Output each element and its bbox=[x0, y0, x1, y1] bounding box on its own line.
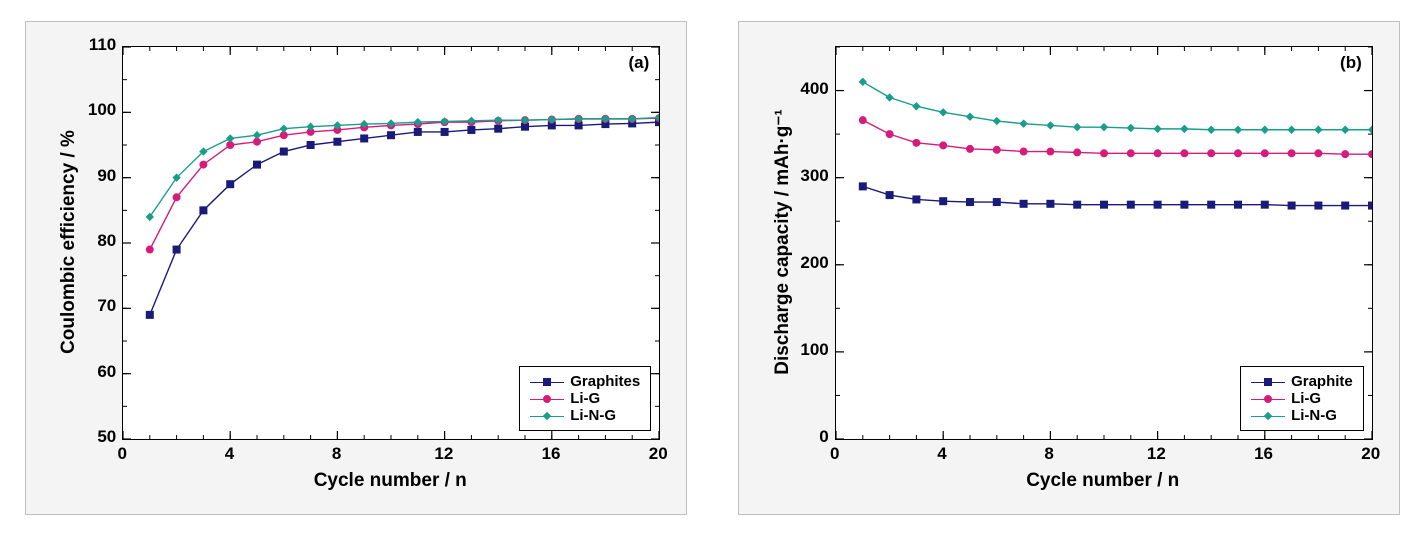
y-tick-label: 90 bbox=[97, 166, 116, 186]
legend-swatch bbox=[1251, 392, 1285, 406]
legend-item: Li-N-G bbox=[1251, 407, 1353, 424]
legend-item: Li-G bbox=[1251, 390, 1353, 407]
xlabel-a: Cycle number / n bbox=[122, 470, 658, 492]
y-tick-label: 0 bbox=[819, 427, 828, 447]
panel-tag-a: (a) bbox=[628, 53, 649, 73]
y-tick-label: 60 bbox=[97, 362, 116, 382]
x-tick-label: 20 bbox=[644, 444, 672, 464]
plot-area-a: (a) Graphites Li-G Li-N-G bbox=[122, 46, 660, 440]
y-tick-label: 50 bbox=[97, 427, 116, 447]
legend-item: Graphite bbox=[1251, 373, 1353, 390]
y-tick-label: 80 bbox=[97, 231, 116, 251]
legend-swatch bbox=[530, 375, 564, 389]
y-tick-label: 100 bbox=[88, 100, 116, 120]
y-tick-label: 100 bbox=[800, 340, 828, 360]
legend-label: Li-N-G bbox=[1291, 407, 1337, 424]
legend-item: Graphites bbox=[530, 373, 640, 390]
legend-a: Graphites Li-G Li-N-G bbox=[519, 366, 651, 431]
ylabel-a: Coulombic efficiency / % bbox=[58, 46, 80, 438]
legend-label: Graphite bbox=[1291, 373, 1353, 390]
x-tick-label: 12 bbox=[430, 444, 458, 464]
y-tick-label: 300 bbox=[800, 166, 828, 186]
legend-swatch bbox=[530, 392, 564, 406]
y-tick-label: 200 bbox=[800, 253, 828, 273]
legend-swatch bbox=[530, 409, 564, 423]
xlabel-b: Cycle number / n bbox=[835, 470, 1371, 492]
x-tick-label: 4 bbox=[215, 444, 243, 464]
panel-tag-b: (b) bbox=[1340, 53, 1362, 73]
x-tick-label: 8 bbox=[323, 444, 351, 464]
legend-b: Graphite Li-G Li-N-G bbox=[1240, 366, 1364, 431]
legend-label: Li-N-G bbox=[570, 407, 616, 424]
x-tick-label: 20 bbox=[1357, 444, 1385, 464]
plot-area-b: (b) Graphite Li-G Li-N-G bbox=[835, 46, 1373, 440]
legend-swatch bbox=[1251, 375, 1285, 389]
chart-panel-b: (b) Graphite Li-G Li-N-G 0 4 8 12 16 20 0 100 2… bbox=[738, 21, 1400, 515]
x-tick-label: 0 bbox=[821, 444, 849, 464]
legend-item: Li-N-G bbox=[530, 407, 640, 424]
x-tick-label: 12 bbox=[1142, 444, 1170, 464]
legend-label: Li-G bbox=[1291, 390, 1321, 407]
x-tick-label: 16 bbox=[1250, 444, 1278, 464]
y-tick-label: 110 bbox=[89, 35, 116, 55]
y-tick-label: 70 bbox=[97, 296, 116, 316]
ylabel-b: Discharge capacity / mAh·g⁻¹ bbox=[771, 46, 794, 438]
x-tick-label: 4 bbox=[928, 444, 956, 464]
x-tick-label: 0 bbox=[108, 444, 136, 464]
y-tick-label: 400 bbox=[800, 79, 828, 99]
x-tick-label: 16 bbox=[537, 444, 565, 464]
legend-label: Graphites bbox=[570, 373, 640, 390]
x-tick-label: 8 bbox=[1035, 444, 1063, 464]
legend-item: Li-G bbox=[530, 390, 640, 407]
legend-swatch bbox=[1251, 409, 1285, 423]
legend-label: Li-G bbox=[570, 390, 600, 407]
chart-panel-a: (a) Graphites Li-G Li-N-G 0 4 8 12 16 20 50 60… bbox=[25, 21, 687, 515]
